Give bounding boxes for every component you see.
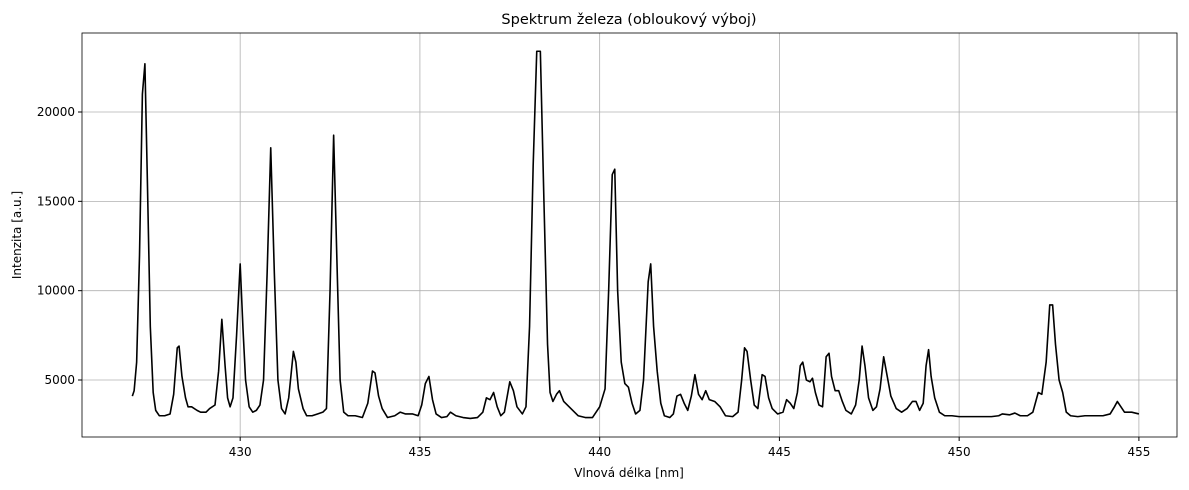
x-tick-label: 450 — [948, 445, 971, 459]
y-tick-label: 20000 — [37, 105, 75, 119]
plot-frame — [81, 32, 1178, 438]
y-tick-label: 5000 — [44, 373, 75, 387]
x-tick-label: 455 — [1127, 445, 1150, 459]
x-tick-label: 440 — [588, 445, 611, 459]
x-axis-label: Vlnová délka [nm] — [574, 466, 684, 480]
spectrum-line — [131, 50, 1140, 420]
x-tick-label: 430 — [229, 445, 252, 459]
y-axis-label: Intenzita [a.u.] — [10, 191, 24, 279]
y-tick-label: 10000 — [37, 284, 75, 298]
chart-title: Spektrum železa (obloukový výboj) — [501, 12, 756, 28]
y-tick-label: 15000 — [37, 194, 75, 208]
x-tick-label: 435 — [408, 445, 431, 459]
x-tick-label: 445 — [768, 445, 791, 459]
